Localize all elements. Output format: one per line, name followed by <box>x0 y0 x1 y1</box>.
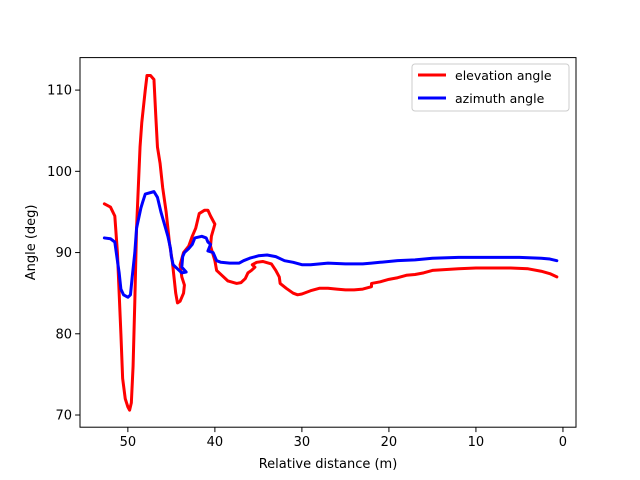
y-tick-label: 80 <box>55 327 72 342</box>
x-tick-label: 30 <box>294 435 311 450</box>
series-line-elevation-angle <box>102 73 559 412</box>
x-tick-label: 0 <box>559 435 567 450</box>
legend: elevation angle azimuth angle <box>411 63 570 112</box>
legend-box <box>411 63 570 112</box>
x-tick-label: 20 <box>381 435 398 450</box>
y-axis-label: Angle (deg) <box>24 205 39 281</box>
y-tick-label: 100 <box>47 165 72 180</box>
y-ticks: 70 80 90 100 110 <box>47 84 80 424</box>
y-tick-label: 110 <box>47 84 72 99</box>
y-tick-label: 90 <box>55 246 72 261</box>
x-tick-label: 40 <box>207 435 224 450</box>
legend-label-elevation-angle: elevation angle <box>455 68 552 83</box>
x-ticks: 50 40 30 20 10 0 <box>120 427 567 450</box>
plot-frame <box>79 57 577 428</box>
x-tick-label: 10 <box>468 435 485 450</box>
x-tick-label: 50 <box>120 435 137 450</box>
x-axis-label: Relative distance (m) <box>259 457 398 472</box>
series-line-azimuth-angle <box>102 190 559 299</box>
series-layer <box>102 73 559 412</box>
y-tick-label: 70 <box>55 409 72 424</box>
legend-label-azimuth-angle: azimuth angle <box>455 91 545 106</box>
